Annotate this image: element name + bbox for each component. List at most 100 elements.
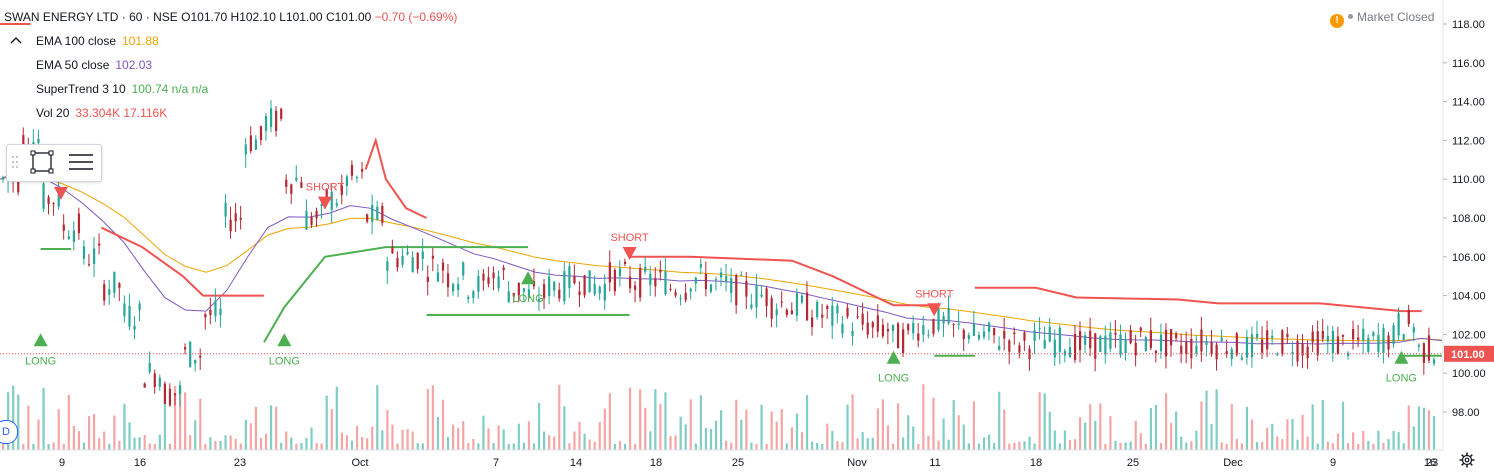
legend-ema-50[interactable]: EMA 50 close 102.03 (36, 58, 152, 72)
volume-bar (98, 438, 101, 450)
candle (244, 138, 247, 168)
volume-bar (1205, 390, 1208, 450)
candle (1149, 317, 1152, 351)
candle (441, 258, 445, 284)
volume-bar (234, 438, 237, 450)
volume-bar (1003, 409, 1006, 450)
volume-bar (654, 389, 657, 450)
short-signal: SHORT (610, 232, 649, 261)
time-tick-label: 23 (234, 457, 246, 469)
legend-ema-50-value: 102.03 (115, 58, 153, 72)
candle (790, 302, 793, 315)
price-tick-label: 116.00 (1452, 58, 1485, 70)
volume-bar (1266, 427, 1269, 450)
candle (446, 263, 450, 297)
volume-bar (674, 435, 677, 450)
candle (639, 263, 642, 302)
volume-bar (902, 437, 905, 450)
volume-bar (1063, 430, 1067, 450)
candle (436, 264, 440, 283)
market-status[interactable]: ! Market Closed (1330, 10, 1434, 28)
candle (47, 195, 50, 215)
volume-bar (1144, 443, 1147, 450)
candle (740, 271, 743, 276)
legend-volume[interactable]: Vol 20 33.304K 17.116K (36, 106, 167, 120)
candle (173, 393, 177, 406)
candle (982, 324, 986, 340)
volume-bar (472, 438, 475, 450)
volume-bar (1215, 389, 1218, 450)
candle (987, 321, 991, 341)
volume-bar (947, 439, 950, 450)
candle (1003, 317, 1006, 351)
supertrend-segment (629, 255, 935, 307)
gear-icon[interactable] (1459, 452, 1475, 468)
drag-handle-icon[interactable] (12, 156, 18, 168)
candle (1422, 342, 1426, 375)
volume-bar (618, 441, 622, 450)
data-window-badge[interactable]: D (0, 420, 18, 444)
candle (118, 282, 121, 302)
volume-bar (886, 425, 890, 450)
long-arrow-icon (521, 271, 536, 285)
candle (603, 274, 606, 310)
candle (396, 251, 399, 272)
volume-bar (87, 416, 91, 450)
volume-bar (52, 442, 55, 450)
volume-bar (628, 387, 632, 450)
candle (1271, 329, 1274, 345)
collapse-legend-icon[interactable] (8, 34, 24, 46)
price-tick-label: 112.00 (1452, 135, 1485, 147)
candle (1412, 323, 1415, 342)
candle (497, 270, 500, 292)
volume-bar (244, 419, 247, 450)
price-tick-label: 102.00 (1452, 329, 1486, 341)
candle (1063, 348, 1067, 363)
candle (1144, 335, 1147, 352)
candle (720, 267, 723, 287)
volume-bar (608, 393, 611, 450)
rectangle-tool-icon[interactable] (30, 150, 54, 174)
candle (780, 291, 783, 308)
volume-bar (452, 424, 455, 450)
candle (750, 293, 753, 310)
volume-bar (189, 435, 192, 450)
price-tick-label: 106.00 (1452, 252, 1486, 264)
volume-bar (805, 394, 809, 450)
long-signal: LONG (512, 271, 544, 305)
volume-bar (497, 425, 500, 450)
volume-bar (841, 442, 844, 450)
volume-bar (467, 442, 470, 450)
candle (1008, 339, 1011, 365)
candle (290, 183, 293, 204)
candle (679, 294, 682, 306)
volume-bar (1068, 439, 1072, 450)
candle (178, 380, 182, 407)
volume-bar (57, 409, 60, 450)
volume-bar (1311, 404, 1314, 450)
candle (123, 295, 126, 323)
candle (1367, 334, 1370, 354)
volume-bar (340, 432, 343, 450)
candle (932, 318, 935, 337)
volume-bar (1387, 439, 1390, 450)
volume-bar (391, 424, 394, 450)
candle (669, 283, 672, 292)
candle (1033, 322, 1036, 354)
menu-lines-icon[interactable] (69, 154, 93, 170)
candle (401, 248, 404, 268)
candle (588, 270, 591, 293)
symbol-title[interactable]: SWAN ENERGY LTD · 60 · NSE (4, 10, 178, 24)
volume-bar (1225, 443, 1228, 450)
volume-bar (573, 431, 576, 450)
long-signal-label: LONG (25, 355, 56, 367)
volume-bar (264, 433, 268, 450)
volume-bar (1200, 401, 1203, 450)
volume-bar (912, 426, 915, 450)
candle (957, 311, 960, 330)
legend-supertrend[interactable]: SuperTrend 3 10 100.74 n/a n/a (36, 82, 208, 96)
candle (836, 303, 839, 324)
legend-ema-100[interactable]: EMA 100 close 101.88 (36, 34, 159, 48)
volume-bar (644, 407, 647, 450)
